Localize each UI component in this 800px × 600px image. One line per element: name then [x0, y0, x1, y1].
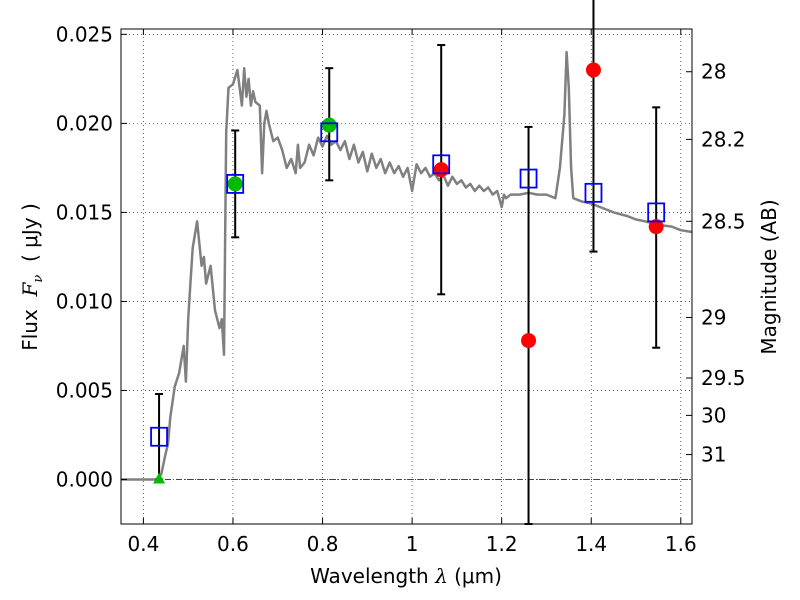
- upper-limit-point: [321, 117, 337, 133]
- x-tick-label: 1: [406, 532, 419, 556]
- y-axis-label: Flux Fν ( μJy ): [18, 203, 46, 351]
- x-tick-label: 1.6: [665, 532, 697, 556]
- model-photometry-square: [320, 122, 339, 143]
- x-tick-label: 0.4: [127, 532, 159, 556]
- model-spectrum: [121, 50, 693, 481]
- y-tick-label: 0.010: [56, 289, 113, 313]
- model-spectrum-line: [121, 50, 693, 481]
- observed-point: [648, 219, 664, 235]
- x-axis-label: Wavelength λ (μm): [310, 564, 502, 588]
- y-tick-label: 0.000: [56, 467, 113, 491]
- observed-point: [585, 62, 601, 78]
- y2-tick-label: 28.5: [701, 209, 746, 233]
- y2-tick-label: 28.2: [701, 127, 746, 151]
- x-tick-label: 1.2: [486, 532, 518, 556]
- y2-tick-label: 29.5: [701, 366, 746, 390]
- error-bars: [155, 0, 661, 525]
- x-tick-label: 0.8: [307, 532, 339, 556]
- observed-point: [521, 333, 537, 349]
- x-tick-label: 0.6: [217, 532, 249, 556]
- plot-frame: [120, 28, 693, 525]
- y-tick-label: 0.025: [56, 22, 113, 46]
- model-photometry-markers: [150, 122, 666, 447]
- y-tick-label: 0.015: [56, 200, 113, 224]
- model-photometry-square: [519, 168, 538, 189]
- upper-limit-point: [227, 176, 243, 192]
- x-ticks: 0.4 0.6 0.8 1 1.2 1.4 1.6: [127, 29, 697, 556]
- data-markers: [153, 62, 664, 484]
- y-tick-label: 0.020: [56, 111, 113, 135]
- y2-ticks: 28 28.2 28.5 29 29.5 30 31: [686, 60, 746, 467]
- y2-axis-label: Magnitude (AB): [757, 199, 781, 354]
- upper-limit-triangle: [153, 472, 166, 484]
- model-photometry-square: [226, 174, 245, 194]
- y-ticks: 0.000 0.005 0.010 0.015 0.020 0.025: [56, 22, 127, 491]
- observed-point: [433, 162, 449, 178]
- model-photometry-square: [647, 202, 666, 223]
- y-tick-label: 0.005: [56, 378, 113, 402]
- y2-tick-label: 28: [701, 60, 726, 84]
- y2-tick-label: 31: [701, 443, 726, 467]
- y2-tick-label: 30: [701, 403, 726, 427]
- x-tick-label: 1.4: [575, 532, 607, 556]
- y2-tick-label: 29: [701, 305, 726, 329]
- model-photometry-square: [432, 154, 451, 175]
- grid: [121, 29, 692, 524]
- model-photometry-square: [150, 426, 168, 447]
- model-photometry-square: [584, 182, 603, 203]
